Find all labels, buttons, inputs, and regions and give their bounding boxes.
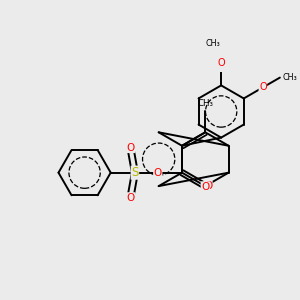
Text: O: O [127,193,135,203]
Text: O: O [204,181,212,191]
Text: O: O [201,182,209,192]
Text: O: O [217,58,225,68]
Text: O: O [259,82,267,92]
Text: CH₃: CH₃ [206,39,220,48]
Text: O: O [127,142,135,153]
Text: CH₃: CH₃ [283,73,298,82]
Text: CH₃: CH₃ [197,99,213,108]
Text: S: S [131,166,139,179]
Text: O: O [154,168,162,178]
